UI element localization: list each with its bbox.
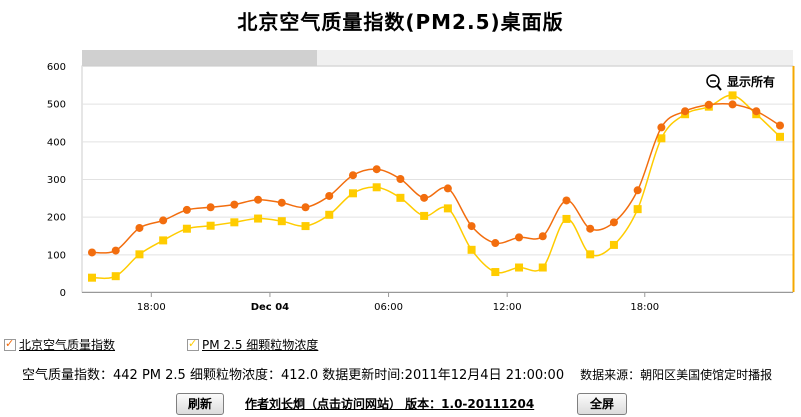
zoom-out-handle	[716, 84, 722, 91]
y-tick-label: 100	[47, 250, 66, 261]
aqi-point	[704, 100, 713, 109]
pm25-point	[586, 250, 595, 259]
aqi-point	[348, 171, 357, 180]
aqi-point	[609, 218, 618, 227]
x-tick-label: 18:00	[137, 302, 166, 313]
pm25-point	[277, 217, 286, 226]
status-line: 空气质量指数：442 PM 2.5 细颗粒物浓度：412.0 数据更新时间:20…	[22, 364, 772, 383]
pm25-point	[633, 205, 642, 214]
pm25-point	[562, 214, 571, 223]
pm25-point	[111, 272, 120, 281]
pm25-point	[609, 240, 618, 249]
aqi-point	[396, 175, 405, 183]
page-title: 北京空气质量指数(PM2.5)桌面版	[237, 10, 564, 34]
aqi-point	[111, 246, 120, 255]
aqi-point	[681, 107, 690, 116]
pm25-point	[135, 250, 144, 259]
scrollbar-thumb[interactable]	[82, 50, 317, 66]
x-tick-label: 06:00	[374, 302, 403, 313]
footer-bar: 刷新 作者刘长炯（点击访问网站） 版本：1.0-20111204 全屏	[0, 393, 801, 415]
pm25-point	[301, 222, 310, 231]
pm25-point	[348, 189, 357, 198]
pm25-point	[396, 193, 405, 202]
data-source: 数据来源：朝阳区美国使馆定时播报	[580, 368, 773, 382]
pm25-point	[538, 263, 547, 272]
aqi-point	[443, 184, 452, 193]
pm25-point	[182, 224, 191, 233]
legend-label-aqi[interactable]: 北京空气质量指数	[19, 338, 116, 352]
pm25-point	[230, 218, 239, 227]
pm25-point	[420, 211, 429, 220]
y-tick-label: 400	[47, 137, 66, 148]
pm25-point	[372, 183, 381, 192]
y-tick-label: 300	[47, 175, 66, 186]
pm25-point	[325, 210, 334, 219]
pm25-point	[88, 273, 96, 282]
y-tick-label: 500	[47, 100, 66, 111]
aqi-point	[254, 195, 263, 204]
legend-checkbox-pm25[interactable]	[187, 337, 199, 351]
aqi-point	[538, 232, 547, 241]
y-tick-label: 600	[47, 62, 66, 73]
status-text: 空气质量指数：442 PM 2.5 细颗粒物浓度：412.0 数据更新时间:20…	[22, 368, 565, 383]
aqi-point	[372, 165, 381, 174]
aqi-point	[230, 200, 239, 209]
aqi-point	[586, 224, 595, 233]
x-tick-label: 18:00	[630, 302, 659, 313]
legend-label-pm25[interactable]: PM 2.5 细颗粒物浓度	[202, 338, 319, 352]
aqi-point	[325, 191, 334, 200]
legend-checkbox-aqi[interactable]	[4, 337, 16, 351]
aqi-point	[182, 205, 191, 214]
aqi-point	[491, 239, 500, 248]
legend-item-aqi[interactable]: 北京空气质量指数	[4, 336, 115, 353]
aqi-point	[277, 198, 286, 207]
pm25-point	[515, 263, 524, 272]
pm25-point	[467, 245, 476, 254]
aqi-point	[135, 223, 144, 232]
pm25-point	[206, 221, 215, 230]
x-tick-label: 12:00	[493, 302, 522, 313]
aqi-point	[206, 203, 215, 212]
aqi-point	[159, 216, 168, 225]
chart-area[interactable]: 0 100 200 300 400 500 600 18:00 Dec 04 06:00 12:0…	[0, 44, 801, 334]
aqi-point	[776, 121, 784, 130]
pm25-point	[443, 204, 452, 213]
aqi-point	[752, 107, 761, 116]
pm25-point	[657, 134, 666, 143]
x-tick-label: Dec 04	[251, 302, 289, 313]
y-tick-label: 0	[60, 288, 66, 299]
aqi-point	[420, 193, 429, 202]
author-link[interactable]: 作者刘长炯（点击访问网站） 版本：1.0-20111204	[245, 397, 535, 411]
aqi-point	[467, 222, 476, 231]
fullscreen-button[interactable]: 全屏	[577, 393, 627, 415]
aqi-point	[657, 123, 666, 132]
pm25-point	[728, 91, 737, 100]
pm25-point	[159, 236, 168, 245]
aqi-point	[515, 233, 524, 242]
aqi-point	[728, 100, 737, 109]
pm25-point	[776, 132, 784, 141]
y-tick-label: 200	[47, 213, 66, 224]
refresh-button[interactable]: 刷新	[176, 393, 224, 415]
line-chart[interactable]: 0 100 200 300 400 500 600 18:00 Dec 04 06:00 12:0…	[0, 44, 801, 334]
show-all-label: 显示所有	[727, 74, 775, 89]
legend-item-pm25[interactable]: PM 2.5 细颗粒物浓度	[187, 336, 318, 353]
aqi-point	[301, 203, 310, 212]
pm25-point	[491, 268, 500, 277]
pm25-point	[254, 214, 263, 223]
aqi-point	[562, 196, 571, 205]
show-all-button[interactable]: 显示所有	[706, 74, 775, 91]
aqi-point	[633, 186, 642, 195]
aqi-point	[88, 248, 96, 257]
